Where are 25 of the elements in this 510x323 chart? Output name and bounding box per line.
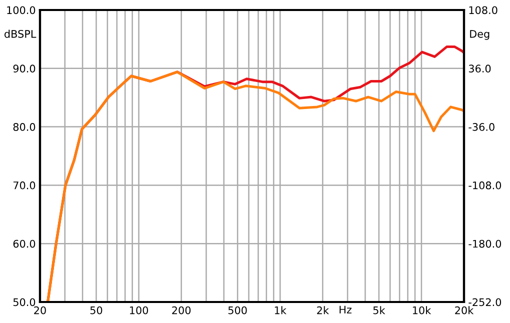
y2-tick-label: -108.0 <box>468 181 502 190</box>
y2-tick-label: 36.0 <box>468 64 491 73</box>
y-tick-label: 100.0 <box>7 6 36 14</box>
y-tick-label: 80.0 <box>13 123 36 131</box>
x-tick-label: 2k <box>317 306 329 314</box>
y2-tick-label: -252.0 <box>468 298 502 306</box>
x-tick-label: 20 <box>34 306 46 314</box>
y2-tick-label: -36.0 <box>468 123 494 131</box>
x-tick-label: 20k <box>455 306 474 314</box>
y-tick-label: 50.0 <box>13 298 36 306</box>
x-tick-label: 200 <box>172 306 191 314</box>
y-axis-title: dBSPL <box>4 30 36 38</box>
x-tick-label: 500 <box>228 306 247 314</box>
x-tick-label: 1k <box>274 306 286 314</box>
x-tick-label: 5k <box>373 306 386 314</box>
y2-tick-label: 108.0 <box>469 6 498 14</box>
x-axis-title: Hz <box>340 306 352 314</box>
y2-tick-label: -180.0 <box>468 240 502 248</box>
y-tick-label: 90.0 <box>13 64 36 73</box>
x-tick-label: 50 <box>90 306 102 314</box>
x-tick-label: 100 <box>130 306 148 314</box>
y2-axis-title: Deg <box>470 30 490 40</box>
y-tick-label: 70.0 <box>13 181 36 190</box>
x-tick-label: 10k <box>412 306 432 314</box>
y-tick-label: 60.0 <box>13 240 36 248</box>
